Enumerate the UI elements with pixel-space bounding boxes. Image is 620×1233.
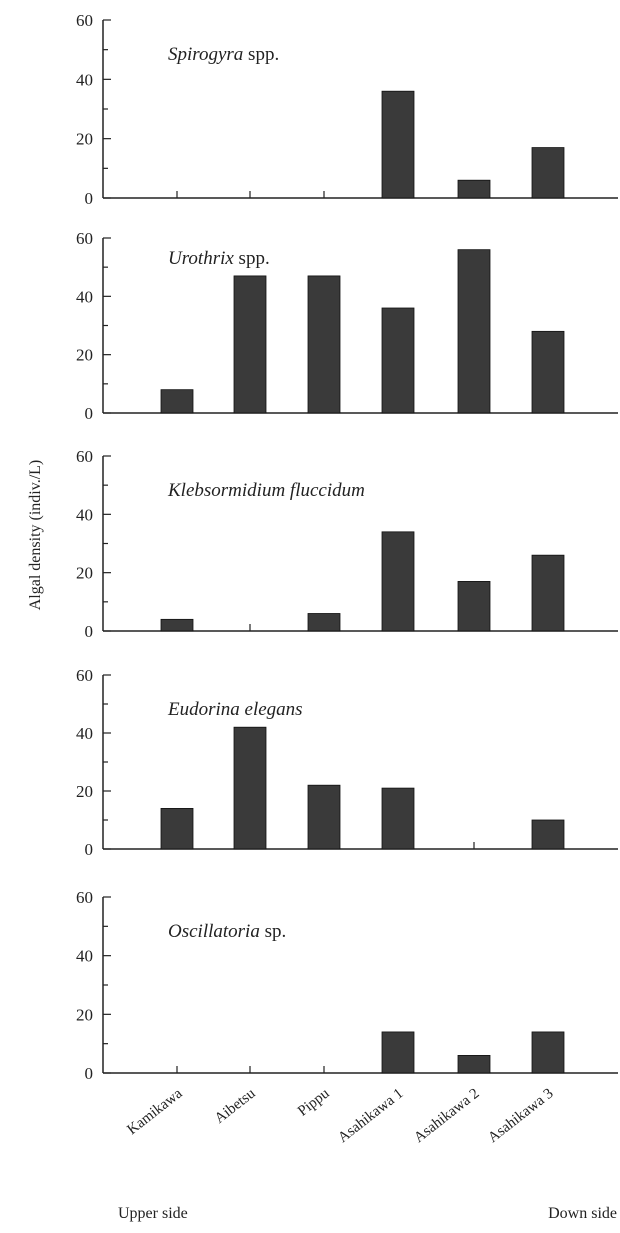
y-tick-label: 0 [85, 1064, 94, 1083]
y-tick-label: 40 [76, 947, 93, 966]
y-axis-label: Algal density (indiv./L) [27, 460, 44, 611]
y-tick-label: 60 [76, 888, 93, 907]
x-category-label: Asahikawa 2 [411, 1086, 482, 1147]
down-side-label: Down side [548, 1205, 617, 1222]
bar-asahikawa-1 [381, 531, 415, 632]
x-category-label: Asahikawa 3 [485, 1086, 556, 1147]
y-tick-label: 0 [85, 622, 94, 641]
panel-title-italic: Urothrix [168, 248, 234, 269]
bar-asahikawa-3 [531, 1031, 565, 1074]
y-tick-label: 20 [76, 1005, 93, 1024]
bar-pippu [307, 613, 341, 632]
x-category-label: Aibetsu [212, 1085, 259, 1127]
bar-asahikawa-3 [531, 819, 565, 850]
panel-title: Spirogyra spp. [168, 44, 279, 65]
bar-aibetsu [233, 726, 267, 850]
y-tick-label: 20 [76, 564, 93, 583]
y-tick-label: 0 [85, 404, 94, 423]
bar-asahikawa-1 [381, 1031, 415, 1074]
bar-aibetsu [233, 275, 267, 414]
bar-asahikawa-1 [381, 90, 415, 199]
y-tick-label: 20 [76, 130, 93, 149]
y-tick-label: 40 [76, 724, 93, 743]
panel-4: 0 20 40 60 Eudorina elegans [76, 666, 618, 859]
y-tick-label: 60 [76, 447, 93, 466]
y-tick-label: 20 [76, 782, 93, 801]
panel-title: Klebsormidium fluccidum [167, 480, 365, 501]
y-tick-label: 40 [76, 505, 93, 524]
bar-asahikawa-2 [457, 1055, 491, 1074]
panel-title: Urothrix spp. [168, 248, 270, 269]
panel-title: Oscillatoria sp. [168, 921, 286, 942]
bar-asahikawa-1 [381, 307, 415, 414]
x-category-label: Asahikawa 1 [335, 1086, 406, 1147]
panel-title-italic: Oscillatoria [168, 921, 260, 942]
y-tick-label: 0 [85, 840, 94, 859]
y-tick-label: 0 [85, 189, 94, 208]
bar-asahikawa-2 [457, 581, 491, 632]
y-tick-label: 60 [76, 11, 93, 30]
y-tick-label: 40 [76, 287, 93, 306]
panel-title-italic: Eudorina elegans [167, 699, 303, 720]
panel-title: Eudorina elegans [167, 699, 303, 720]
upper-side-label: Upper side [118, 1205, 188, 1222]
bar-asahikawa-3 [531, 330, 565, 414]
y-tick-label: 20 [76, 346, 93, 365]
bar-pippu [307, 275, 341, 414]
bar-kamikawa [160, 389, 194, 414]
bar-asahikawa-3 [531, 554, 565, 632]
bar-pippu [307, 784, 341, 850]
panel-5: 0 20 40 60 Oscillatoria sp. [76, 888, 618, 1083]
bar-kamikawa [160, 808, 194, 850]
bar-asahikawa-2 [457, 179, 491, 199]
panel-1: 0 20 40 60 Spirogyra spp. [76, 11, 618, 208]
bar-asahikawa-2 [457, 249, 491, 414]
y-tick-label: 60 [76, 666, 93, 685]
bar-kamikawa [160, 618, 194, 632]
bar-asahikawa-3 [531, 147, 565, 199]
panel-title-italic: Spirogyra [168, 44, 243, 65]
panel-3: 0 20 40 60 Klebsormidium fluccidum [76, 447, 618, 641]
y-tick-label: 40 [76, 70, 93, 89]
panel-2: 0 20 40 60 Urothrix spp. [76, 229, 618, 423]
x-category-label: Kamikawa [124, 1085, 185, 1138]
bar-asahikawa-1 [381, 787, 415, 850]
panel-title-italic: Klebsormidium fluccidum [167, 480, 365, 501]
panel-title-suffix: sp. [260, 921, 286, 942]
panel-title-suffix: spp. [234, 248, 270, 269]
y-tick-label: 60 [76, 229, 93, 248]
x-category-label: Pippu [295, 1085, 333, 1119]
panel-title-suffix: spp. [243, 44, 279, 65]
